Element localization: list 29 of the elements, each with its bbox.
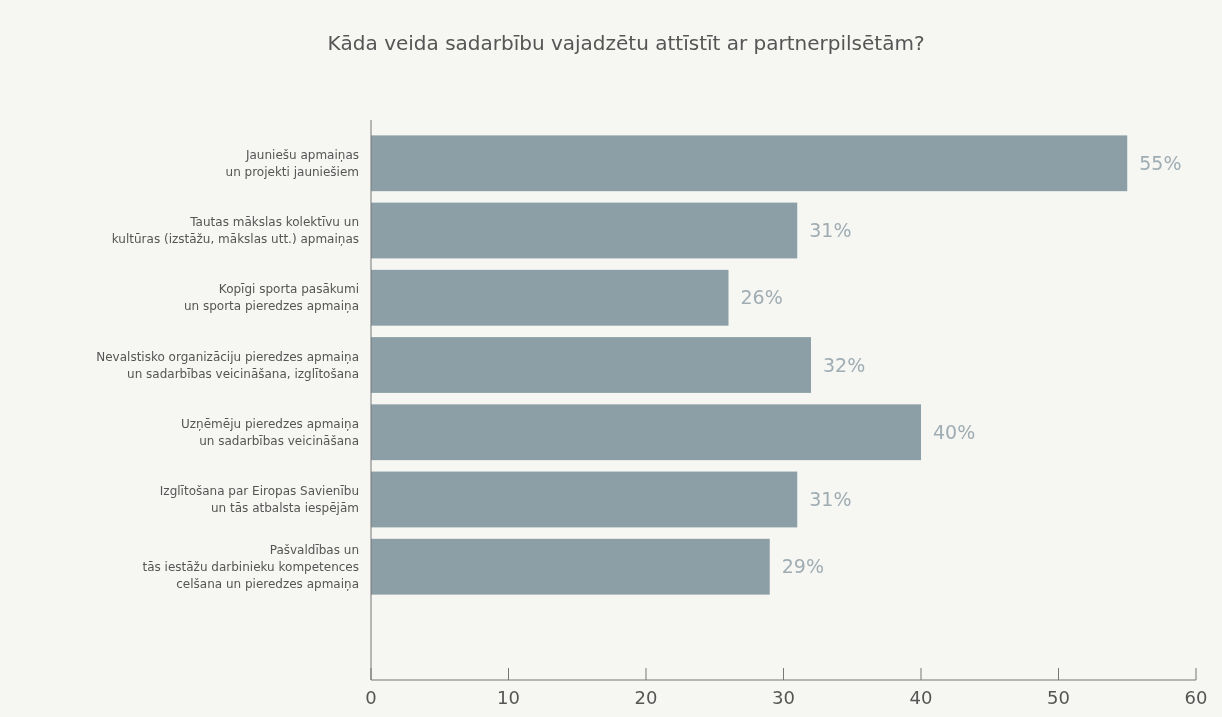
y-tick-label: Uzņēmēju pieredzes apmaiņa un sadarbības veicināšana bbox=[181, 416, 359, 448]
data-label: 32% bbox=[823, 353, 866, 376]
y-tick-label: Jauniešu apmaiņas un projekti jauniešiem bbox=[225, 147, 359, 179]
data-label: 55% bbox=[1139, 151, 1182, 174]
y-tick-label: Tautas mākslas kolektīvu un kultūras (izstāžu, mākslas utt.) apmaiņas bbox=[111, 215, 359, 247]
data-label: 29% bbox=[781, 555, 824, 578]
x-tick-label: 30 bbox=[772, 687, 795, 708]
x-tick-label: 60 bbox=[1184, 687, 1208, 708]
bar bbox=[371, 337, 811, 393]
bar bbox=[371, 135, 1128, 192]
bar bbox=[371, 404, 921, 461]
chart-title: Kāda veida sadarbību vajadzētu attīstīt ar partnerpilsētām? bbox=[327, 31, 925, 55]
x-tick-label: 0 bbox=[365, 687, 377, 708]
bar bbox=[371, 471, 798, 528]
x-tick-label: 20 bbox=[634, 687, 658, 708]
y-tick-label: Pašvaldības un tās iestāžu darbinieku kompetences celšana un pieredzes apmaiņa bbox=[142, 542, 359, 591]
data-label: 40% bbox=[933, 420, 976, 443]
data-label: 26% bbox=[740, 286, 783, 309]
bar bbox=[371, 202, 798, 259]
bar bbox=[371, 538, 770, 595]
y-tick-label: Nevalstisko organizāciju pieredzes apmaiņa un sadarbības veicināšana, izglītošana bbox=[96, 349, 359, 381]
x-tick-label: 40 bbox=[909, 687, 933, 708]
y-tick-label: Izglītošana par Eiropas Savienību un tās atbalsta iespējām bbox=[159, 484, 359, 516]
x-tick-label: 10 bbox=[497, 687, 520, 708]
bar bbox=[371, 269, 729, 326]
data-label: 31% bbox=[809, 488, 852, 511]
x-tick-label: 50 bbox=[1047, 687, 1070, 708]
data-label: 31% bbox=[809, 219, 852, 242]
y-tick-label: Kopīgi sporta pasākumi un sporta pieredzes apmaiņa bbox=[183, 282, 359, 314]
